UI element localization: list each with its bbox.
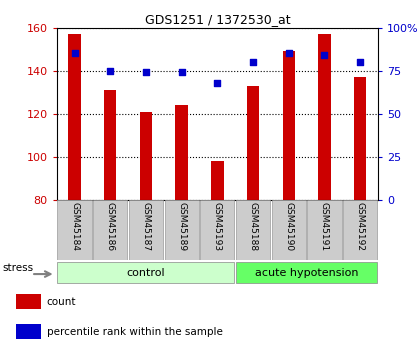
Bar <box>104 90 116 200</box>
Bar <box>140 112 152 200</box>
Text: GSM45190: GSM45190 <box>284 202 293 251</box>
Bar <box>247 86 259 200</box>
Text: GSM45188: GSM45188 <box>249 202 257 251</box>
Bar <box>211 161 223 200</box>
Bar <box>236 200 270 260</box>
Text: GSM45184: GSM45184 <box>70 202 79 251</box>
Bar <box>200 200 234 260</box>
Bar <box>354 77 366 200</box>
Text: GSM45191: GSM45191 <box>320 202 329 251</box>
Point <box>357 59 364 65</box>
Text: GSM45192: GSM45192 <box>356 202 365 251</box>
Bar <box>58 200 92 260</box>
Point <box>143 70 150 75</box>
Bar <box>307 200 341 260</box>
Text: stress: stress <box>3 263 34 273</box>
Point <box>107 68 114 73</box>
Text: percentile rank within the sample: percentile rank within the sample <box>47 327 223 337</box>
Text: control: control <box>127 268 165 278</box>
Bar <box>58 262 234 284</box>
Bar <box>318 34 331 200</box>
Bar <box>236 262 377 284</box>
Point <box>178 70 185 75</box>
Bar <box>16 294 41 309</box>
Bar <box>165 200 199 260</box>
Bar <box>68 34 81 200</box>
Text: GSM45189: GSM45189 <box>177 202 186 251</box>
Bar <box>343 200 377 260</box>
Point <box>321 52 328 58</box>
Point <box>286 51 292 56</box>
Bar <box>16 324 41 339</box>
Text: GSM45193: GSM45193 <box>213 202 222 251</box>
Text: acute hypotension: acute hypotension <box>255 268 358 278</box>
Text: GSM45186: GSM45186 <box>106 202 115 251</box>
Bar <box>283 51 295 200</box>
Point <box>250 59 257 65</box>
Title: GDS1251 / 1372530_at: GDS1251 / 1372530_at <box>144 13 290 27</box>
Text: count: count <box>47 297 76 306</box>
Bar <box>93 200 127 260</box>
Text: GSM45187: GSM45187 <box>142 202 150 251</box>
Bar <box>272 200 306 260</box>
Bar <box>176 105 188 200</box>
Point <box>214 80 221 86</box>
Point <box>71 51 78 56</box>
Bar <box>129 200 163 260</box>
